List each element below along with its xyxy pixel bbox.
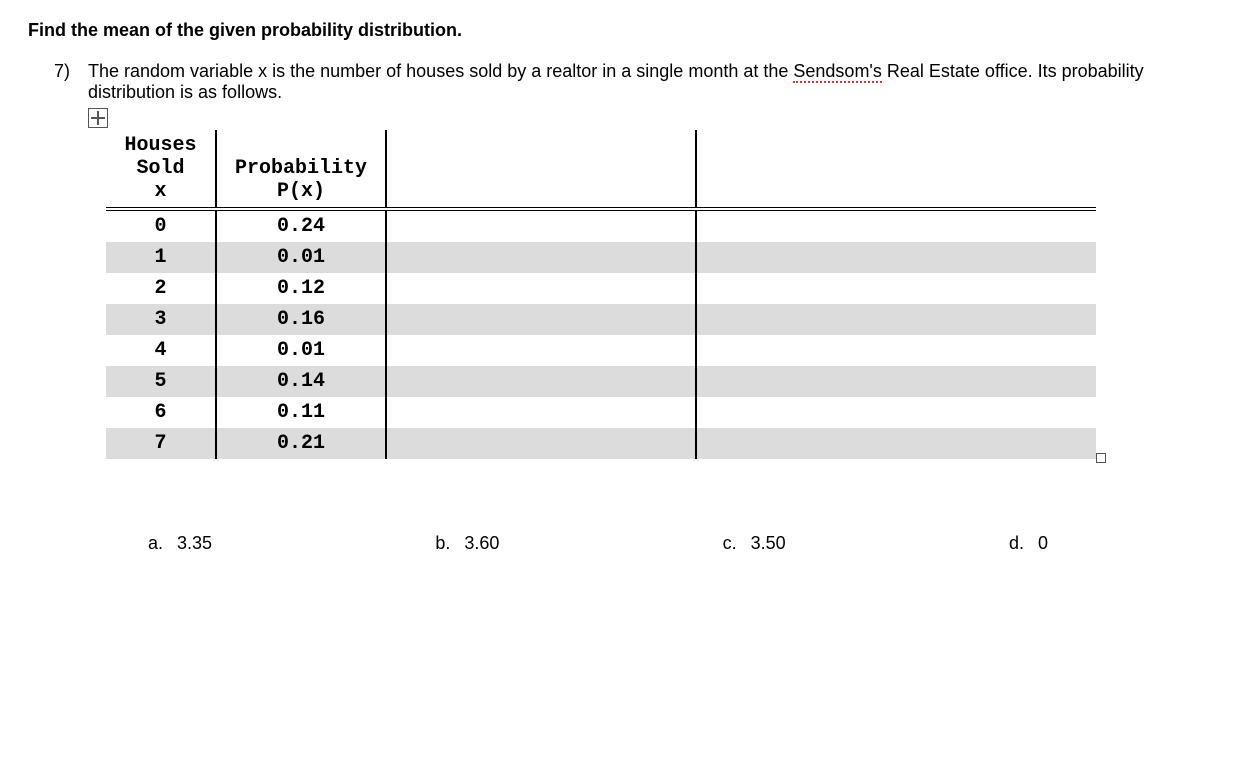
option-value: 3.50 [751,533,786,554]
cell-x: 4 [106,335,216,366]
table-row: 40.01 [106,335,1096,366]
header-col2-line2: P(x) [277,180,325,203]
header-empty-2 [696,130,1096,209]
question-text: The random variable x is the number of h… [88,61,1207,103]
instruction-heading: Find the mean of the given probability d… [28,20,1207,41]
question-body: The random variable x is the number of h… [88,61,1207,554]
cell-empty [386,209,696,242]
cell-x: 3 [106,304,216,335]
cell-x: 6 [106,397,216,428]
option-value: 3.60 [464,533,499,554]
table-selection-frame [106,459,1096,473]
cell-empty [386,366,696,397]
cell-p: 0.11 [216,397,386,428]
option-d[interactable]: d. 0 [1009,533,1048,554]
cell-empty [696,428,1096,459]
option-letter: c. [723,533,737,554]
header-houses-sold: Houses Sold x [106,130,216,209]
option-a[interactable]: a. 3.35 [148,533,212,554]
probability-table: Houses Sold x Probability P(x) 00.2410.0… [106,130,1096,459]
cell-empty [696,273,1096,304]
cell-p: 0.21 [216,428,386,459]
cell-x: 5 [106,366,216,397]
table-row: 30.16 [106,304,1096,335]
header-col2-line1: Probability [235,157,367,180]
header-col1-line2: Sold [136,157,184,180]
header-probability: Probability P(x) [216,130,386,209]
cell-p: 0.24 [216,209,386,242]
answer-options: a. 3.35 b. 3.60 c. 3.50 d. 0 [148,533,1048,554]
table-row: 50.14 [106,366,1096,397]
option-letter: b. [435,533,450,554]
table-row: 70.21 [106,428,1096,459]
cell-empty [386,242,696,273]
option-value: 3.35 [177,533,212,554]
cell-empty [696,242,1096,273]
table-row: 20.12 [106,273,1096,304]
cell-empty [696,304,1096,335]
cell-x: 1 [106,242,216,273]
cell-x: 7 [106,428,216,459]
cell-empty [386,335,696,366]
option-letter: a. [148,533,163,554]
cell-x: 2 [106,273,216,304]
cell-x: 0 [106,209,216,242]
cell-empty [386,428,696,459]
option-c[interactable]: c. 3.50 [723,533,786,554]
cell-p: 0.12 [216,273,386,304]
question-number: 7) [54,61,88,82]
cell-empty [696,209,1096,242]
question-block: 7) The random variable x is the number o… [54,61,1207,554]
cell-empty [386,273,696,304]
header-col1-line3: x [154,180,166,203]
resize-handle-icon[interactable] [1096,453,1106,463]
table-row: 00.24 [106,209,1096,242]
cell-p: 0.16 [216,304,386,335]
header-col1-line1: Houses [124,134,196,157]
move-cursor-icon[interactable] [88,108,108,128]
table-row: 60.11 [106,397,1096,428]
option-value: 0 [1038,533,1048,554]
header-empty-1 [386,130,696,209]
cell-empty [696,397,1096,428]
spellcheck-word: Sendsom's [793,61,881,83]
cell-empty [696,335,1096,366]
question-text-part1: The random variable x is the number of h… [88,61,793,81]
option-letter: d. [1009,533,1024,554]
cell-empty [386,397,696,428]
cell-empty [386,304,696,335]
table-row: 10.01 [106,242,1096,273]
cell-p: 0.01 [216,335,386,366]
option-b[interactable]: b. 3.60 [435,533,499,554]
cell-p: 0.14 [216,366,386,397]
cell-empty [696,366,1096,397]
cell-p: 0.01 [216,242,386,273]
